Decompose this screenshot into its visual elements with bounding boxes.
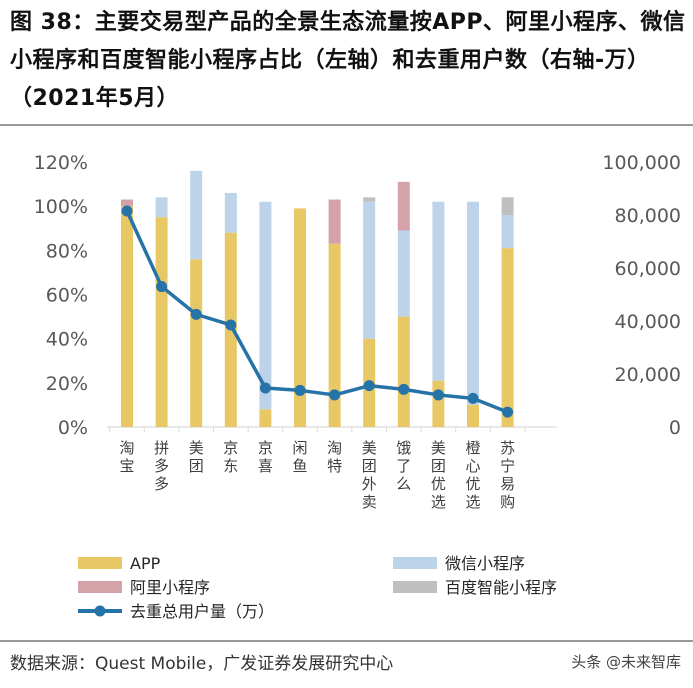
category-label: 苏宁易购 bbox=[500, 439, 515, 511]
user-count-point bbox=[502, 406, 514, 418]
legend-swatch bbox=[393, 581, 437, 593]
user-count-point bbox=[363, 380, 375, 392]
bar-segment bbox=[224, 192, 237, 233]
legend-label: 微信小程序 bbox=[445, 554, 525, 573]
category-label: 京东 bbox=[223, 439, 238, 475]
category-label: 饿了么 bbox=[396, 439, 411, 493]
bar-segment bbox=[363, 197, 376, 202]
right-axis-tick-label: 60,000 bbox=[615, 258, 681, 280]
user-count-point bbox=[467, 392, 479, 404]
source-note: 数据来源：Quest Mobile，广发证券发展研究中心 bbox=[10, 654, 394, 674]
footer-divider bbox=[0, 640, 693, 642]
category-label: 闲鱼 bbox=[292, 439, 307, 475]
left-axis-tick-label: 0% bbox=[58, 417, 88, 439]
legend-label: 百度智能小程序 bbox=[445, 578, 557, 597]
right-axis-tick-label: 80,000 bbox=[615, 205, 681, 227]
bar-segment bbox=[397, 181, 410, 231]
bar-segment bbox=[121, 206, 133, 427]
bar-segment bbox=[501, 197, 514, 215]
category-label: 美团优选 bbox=[431, 439, 446, 511]
user-count-point bbox=[225, 319, 237, 331]
bar-segment bbox=[363, 201, 376, 339]
bar-segment bbox=[432, 380, 445, 427]
watermark: 头条 @未来智库 bbox=[571, 653, 681, 671]
chart-area: 0% 20% 40% 60% 80% 100% 120% 0 20,000 40,000 60,00… bbox=[34, 152, 681, 621]
user-count-point bbox=[294, 384, 306, 396]
legend-label: 阿里小程序 bbox=[130, 578, 210, 597]
legend-label: 去重总用户量（万） bbox=[130, 602, 274, 621]
right-axis-tick-label: 100,000 bbox=[602, 152, 681, 174]
category-label: 美团外卖 bbox=[362, 439, 377, 511]
legend-swatch bbox=[393, 557, 437, 569]
legend-swatch bbox=[78, 581, 122, 593]
bar-segment bbox=[121, 199, 133, 207]
left-axis-tick-label: 100% bbox=[34, 196, 88, 218]
user-count-point bbox=[398, 383, 410, 395]
bar-segment bbox=[397, 230, 410, 317]
category-label: 淘特 bbox=[327, 439, 342, 475]
legend-swatch bbox=[78, 557, 122, 569]
left-axis-tick-label: 20% bbox=[46, 373, 88, 395]
category-label: 淘宝 bbox=[119, 439, 134, 475]
bar-segment bbox=[467, 404, 479, 427]
bar-segment bbox=[328, 199, 341, 244]
bar-segment bbox=[467, 201, 479, 405]
bar-segment bbox=[190, 259, 203, 427]
bar-segment bbox=[190, 170, 203, 260]
right-axis-tick-label: 0 bbox=[669, 417, 681, 439]
left-axis-tick-label: 40% bbox=[46, 329, 88, 351]
right-axis-tick-label: 20,000 bbox=[615, 364, 681, 386]
left-axis-tick-label: 60% bbox=[46, 285, 88, 307]
user-count-line bbox=[125, 210, 509, 414]
user-count-point bbox=[190, 308, 202, 320]
user-count-point bbox=[432, 389, 444, 401]
user-count-point bbox=[156, 281, 168, 293]
bar-segment bbox=[155, 197, 168, 218]
user-count-point bbox=[329, 389, 341, 401]
bar-segment bbox=[259, 201, 272, 410]
left-axis-tick-label: 120% bbox=[34, 152, 88, 174]
bar-segment bbox=[501, 215, 514, 249]
title-divider bbox=[0, 124, 693, 126]
right-axis-tick-label: 40,000 bbox=[615, 311, 681, 333]
bar-segment bbox=[328, 243, 341, 427]
category-label: 橙心优选 bbox=[465, 439, 480, 511]
category-label: 京喜 bbox=[258, 439, 273, 475]
left-axis-tick-label: 80% bbox=[46, 240, 88, 262]
user-count-point bbox=[259, 382, 271, 394]
bar-segment bbox=[294, 208, 306, 427]
bar-segment bbox=[259, 409, 272, 427]
category-label: 美团 bbox=[189, 439, 204, 475]
legend-swatch-marker bbox=[94, 605, 106, 617]
legend-label: APP bbox=[130, 554, 161, 573]
bar-segment bbox=[432, 201, 445, 381]
user-count-point bbox=[121, 205, 133, 217]
bar-segment bbox=[155, 217, 168, 427]
chart-title: 图 38：主要交易型产品的全景生态流量按APP、阿里小程序、微信小程序和百度智能… bbox=[10, 10, 686, 111]
category-label: 拼多多 bbox=[154, 439, 169, 493]
bar-segment bbox=[397, 316, 410, 427]
bar-segment bbox=[501, 248, 514, 427]
